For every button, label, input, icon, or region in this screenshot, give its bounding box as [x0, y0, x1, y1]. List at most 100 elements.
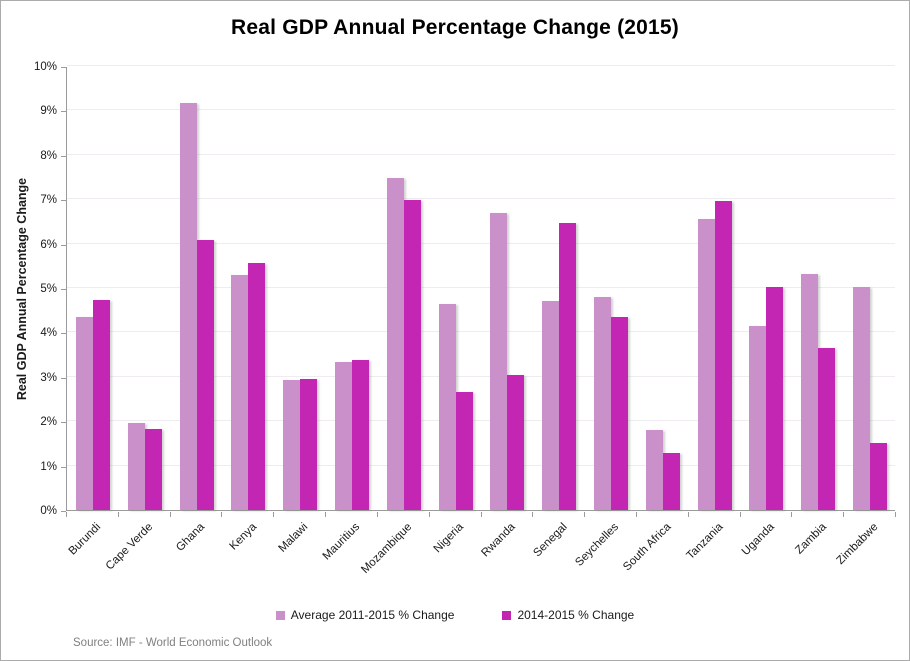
bar-group — [637, 67, 689, 510]
x-tick-mark — [66, 512, 67, 517]
bar — [179, 102, 197, 510]
y-tick-label: 10% — [33, 61, 57, 73]
x-axis-label: Kenya — [227, 521, 259, 553]
gridline — [67, 464, 895, 466]
bar — [231, 275, 249, 510]
y-tick-mark — [61, 422, 66, 424]
bar-group — [430, 67, 482, 510]
bar — [490, 213, 508, 510]
bar — [75, 316, 93, 510]
bar — [559, 222, 577, 510]
gridline — [67, 65, 895, 66]
bar-group — [689, 67, 741, 510]
bar — [334, 361, 352, 510]
x-axis-label: Nigeria — [431, 521, 467, 556]
y-tick-mark — [61, 200, 66, 202]
x-axis-label: Mauritius — [320, 521, 363, 563]
bar — [697, 219, 715, 510]
bar — [196, 240, 214, 510]
bar — [611, 316, 629, 510]
y-tick-mark — [61, 155, 66, 157]
bar — [248, 262, 266, 510]
x-tick-mark — [739, 512, 741, 517]
y-tick-label: 6% — [40, 238, 57, 251]
bar — [438, 303, 456, 510]
bar-group — [67, 67, 119, 510]
bar — [92, 299, 110, 510]
bar — [662, 453, 680, 510]
x-tick-mark — [635, 512, 637, 517]
bar-group — [482, 67, 534, 510]
bar — [283, 379, 301, 510]
bar-group — [222, 67, 274, 510]
x-axis-label: Seychelles — [573, 521, 622, 569]
legend: Average 2011-2015 % Change 2014-2015 % Ch… — [1, 608, 909, 622]
legend-item: Average 2011-2015 % Change — [275, 608, 455, 622]
bar — [870, 443, 888, 510]
bar — [386, 178, 404, 510]
y-tick-label: 9% — [40, 105, 57, 118]
bar — [351, 360, 369, 510]
bar-group — [119, 67, 171, 510]
y-tick-mark — [61, 511, 66, 512]
plot-area — [66, 65, 896, 511]
chart-title: Real GDP Annual Percentage Change (2015) — [231, 16, 679, 39]
gridline — [67, 153, 895, 155]
bar — [766, 286, 784, 510]
bar-group — [326, 67, 378, 510]
y-tick-mark — [61, 377, 66, 379]
y-tick-label: 2% — [40, 416, 57, 429]
x-tick-mark — [169, 512, 171, 517]
bar — [127, 422, 145, 510]
gridline — [67, 109, 895, 111]
bar — [455, 392, 473, 510]
bar — [542, 300, 560, 510]
bar-group — [274, 67, 326, 510]
x-axis-label: South Africa — [620, 521, 674, 574]
x-axis-label: Cape Verde — [103, 521, 156, 573]
bar — [144, 428, 162, 510]
x-tick-mark — [532, 512, 534, 517]
x-axis-label: Tanzania — [684, 521, 726, 563]
x-axis-label: Rwanda — [479, 521, 518, 560]
y-tick-mark — [61, 466, 66, 468]
y-tick-label: 4% — [40, 327, 57, 340]
x-tick-mark — [221, 512, 223, 517]
gridline — [67, 287, 895, 288]
bar — [507, 375, 525, 510]
x-tick-mark — [584, 512, 586, 517]
x-axis-label: Zimbabwe — [834, 521, 881, 568]
bar — [818, 348, 836, 510]
y-tick-mark — [61, 289, 66, 290]
bar-group — [585, 67, 637, 510]
x-tick-mark — [325, 512, 327, 517]
y-tick-label: 7% — [40, 194, 57, 207]
legend-label: Average 2011-2015 % Change — [290, 608, 455, 622]
x-tick-mark — [480, 512, 482, 517]
y-tick-mark — [61, 333, 66, 335]
y-tick-label: 0% — [40, 505, 57, 517]
gridline — [67, 198, 895, 200]
bar-group — [741, 67, 793, 510]
y-tick-label: 3% — [40, 371, 57, 384]
x-axis-label: Ghana — [174, 521, 208, 554]
x-axis-label: Burundi — [66, 521, 104, 558]
x-axis-label: Malawi — [276, 521, 311, 555]
x-tick-mark — [273, 512, 275, 517]
y-tick-label: 1% — [40, 460, 57, 473]
y-tick-mark — [61, 111, 66, 113]
bar-group — [844, 67, 896, 510]
x-tick-mark — [428, 512, 430, 517]
bar — [300, 379, 318, 510]
x-axis-label: Mozambique — [359, 521, 415, 577]
gridline — [67, 420, 895, 422]
y-tick-mark — [61, 67, 66, 68]
x-tick-mark — [376, 512, 378, 517]
gridline — [67, 331, 895, 333]
y-tick-mark — [61, 244, 66, 246]
bar-group — [792, 67, 844, 510]
bar — [801, 273, 819, 510]
bar — [853, 286, 871, 510]
y-tick-label: 8% — [40, 149, 57, 162]
